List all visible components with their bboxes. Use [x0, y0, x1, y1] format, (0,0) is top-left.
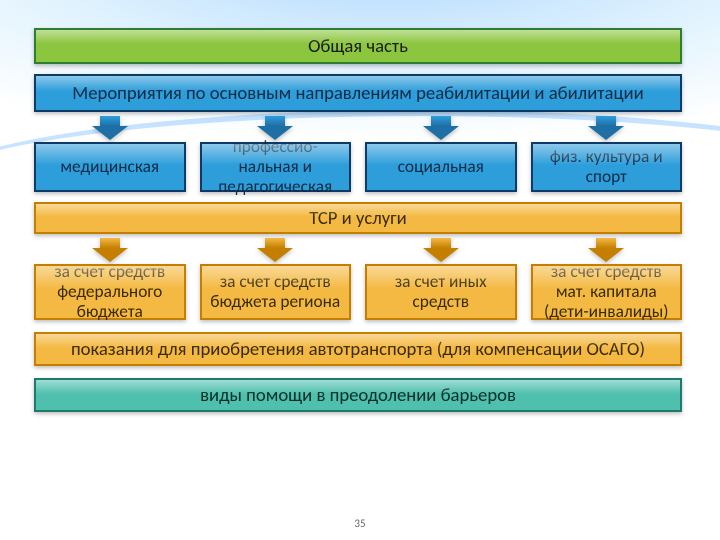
arrow-down-orange-4	[588, 238, 624, 262]
cell-region-budget: за счет средств бюджета региона	[200, 264, 352, 320]
cell-professional: профессио-нальная и педагогическая	[200, 142, 352, 192]
cell-federal-budget: за счет средств федерального бюджета	[34, 264, 186, 320]
arrow-down-blue-3	[423, 116, 459, 140]
cell-region-budget-label: за счет средств бюджета региона	[208, 272, 344, 312]
row-rehab-types: медицинская профессио-нальная и педагоги…	[34, 142, 682, 192]
arrow-down-orange-2	[257, 238, 293, 262]
bar-general-part-label: Общая часть	[308, 35, 408, 58]
cell-mat-capital-label: за счет средств мат. капитала (дети-инва…	[539, 262, 675, 322]
cell-social-label: социальная	[398, 157, 484, 177]
page-number: 35	[0, 517, 720, 530]
arrow-down-orange-3	[423, 238, 459, 262]
cell-other-funds-label: за счет иных средств	[373, 272, 509, 312]
arrow-down-orange-1	[92, 238, 128, 262]
bar-tsr-label: ТСР и услуги	[309, 207, 406, 230]
cell-social: социальная	[365, 142, 517, 192]
arrows-blue-row	[34, 116, 682, 140]
cell-mat-capital: за счет средств мат. капитала (дети-инва…	[531, 264, 683, 320]
bar-barriers-label: виды помощи в преодолении барьеров	[200, 384, 516, 407]
cell-other-funds: за счет иных средств	[365, 264, 517, 320]
cell-medical: медицинская	[34, 142, 186, 192]
cell-federal-budget-label: за счет средств федерального бюджета	[42, 262, 178, 322]
bar-activities-label: Мероприятия по основным направлениям реа…	[72, 82, 643, 105]
cell-medical-label: медицинская	[60, 157, 159, 177]
bar-general-part: Общая часть	[34, 28, 682, 64]
cell-professional-label: профессио-нальная и педагогическая	[208, 137, 344, 197]
diagram-stage: Общая часть Мероприятия по основным напр…	[34, 28, 682, 412]
cell-sport: физ. культура и спорт	[531, 142, 683, 192]
arrows-orange-row	[34, 238, 682, 262]
bar-tsr-services: ТСР и услуги	[34, 202, 682, 234]
bar-activities: Мероприятия по основным направлениям реа…	[34, 74, 682, 112]
arrow-down-blue-1	[92, 116, 128, 140]
cell-sport-label: физ. культура и спорт	[539, 147, 675, 187]
bar-osago-label: показания для приобретения автотранспорт…	[71, 338, 645, 361]
bar-barriers: виды помощи в преодолении барьеров	[34, 378, 682, 412]
arrow-down-blue-4	[588, 116, 624, 140]
row-funding-sources: за счет средств федерального бюджета за …	[34, 264, 682, 320]
page-number-value: 35	[354, 517, 365, 530]
bar-osago: показания для приобретения автотранспорт…	[34, 332, 682, 366]
